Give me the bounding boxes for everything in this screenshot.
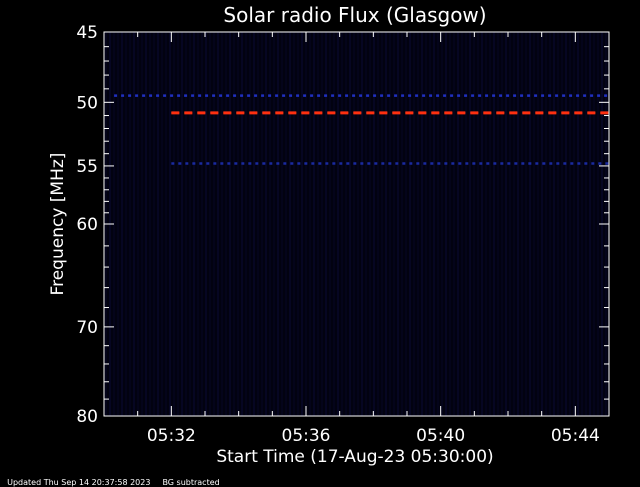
x-tick-label: 05:36: [282, 426, 331, 446]
bg-note: BG subtracted: [162, 478, 220, 487]
x-tick-label: 05:44: [551, 426, 600, 446]
updated-timestamp: Updated Thu Sep 14 20:37:58 2023: [7, 478, 151, 487]
y-tick-label: 50: [76, 93, 98, 113]
y-tick-label: 60: [76, 215, 98, 235]
y-tick-label: 80: [76, 407, 98, 427]
y-axis-label: Frequency [MHz]: [48, 153, 68, 296]
y-tick-label: 70: [76, 318, 98, 338]
y-axis-ticks: 45 50 55 60 70 80: [76, 23, 609, 427]
y-tick-label: 45: [76, 23, 98, 43]
x-axis-ticks: 05:32 05:36 05:40 05:44: [103, 32, 610, 446]
x-axis-label: Start Time (17-Aug-23 05:30:00): [216, 447, 493, 467]
x-tick-label: 05:32: [147, 426, 196, 446]
footer: Updated Thu Sep 14 20:37:58 2023 BG subtr…: [2, 469, 232, 487]
plot-background: [104, 32, 609, 416]
chart-title: Solar radio Flux (Glasgow): [223, 3, 486, 27]
emission-bands: [114, 94, 609, 165]
y-tick-label: 55: [76, 157, 98, 177]
plot-area: [104, 32, 609, 416]
x-tick-label: 05:40: [416, 426, 465, 446]
